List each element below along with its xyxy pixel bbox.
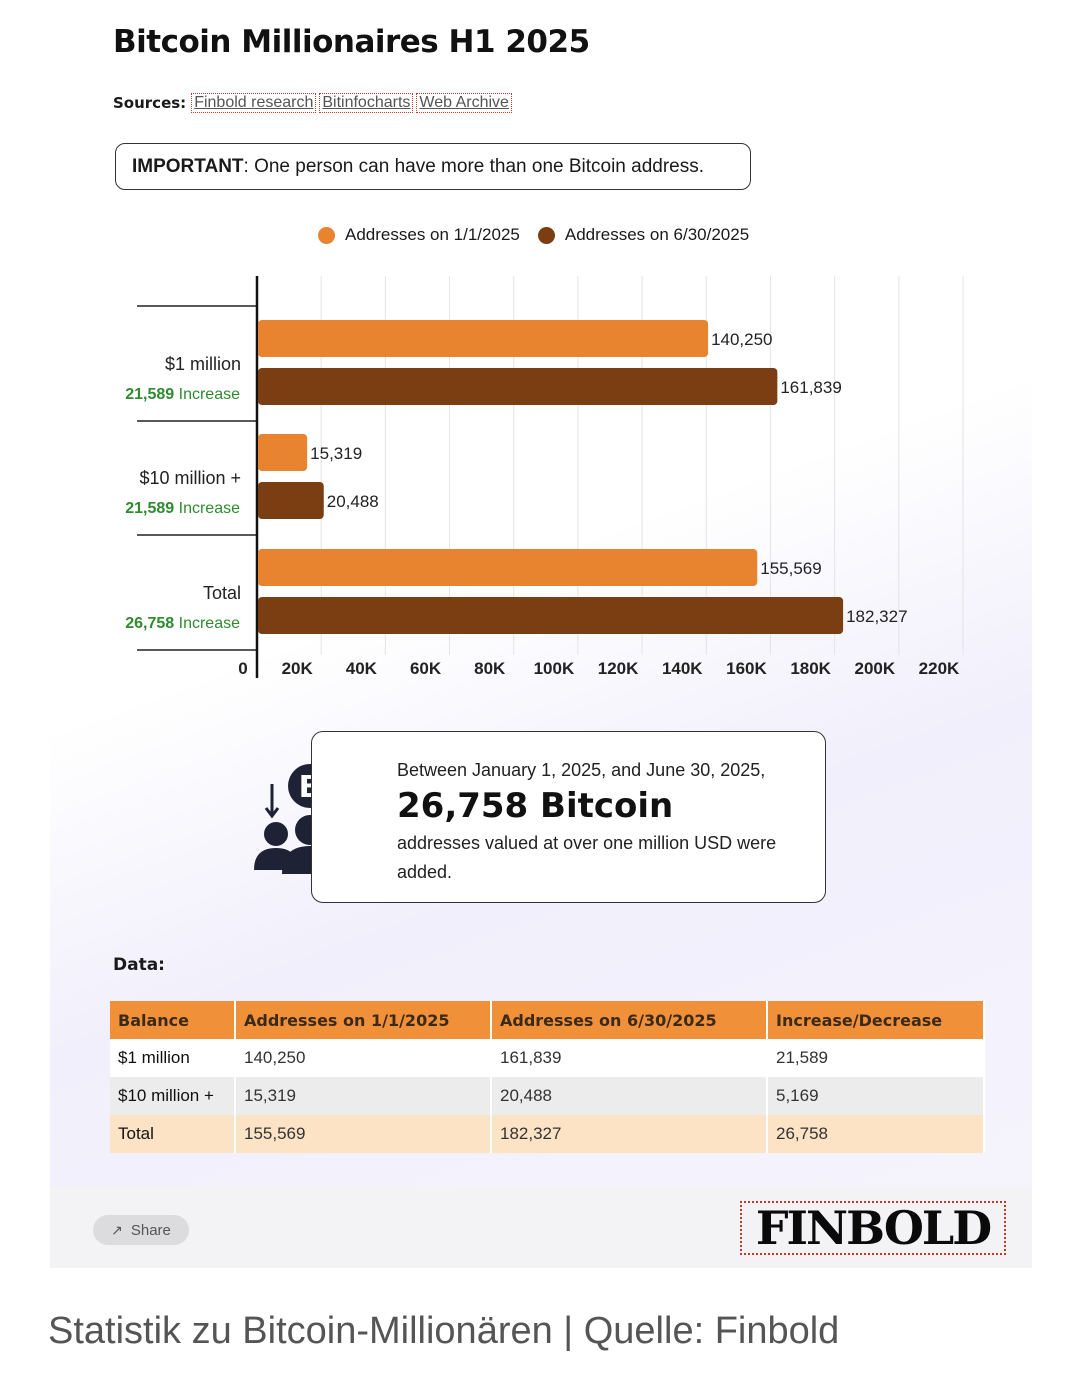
- important-text: : One person can have more than one Bitc…: [243, 155, 705, 177]
- x-tick-label: 140K: [662, 659, 703, 678]
- callout-intro: Between January 1, 2025, and June 30, 20…: [397, 760, 766, 780]
- table-cell: $1 million: [110, 1039, 236, 1077]
- table-cell: 155,569: [235, 1115, 492, 1153]
- category-increase-note: 21,589 Increase: [125, 500, 240, 517]
- table-cell: 21,589: [767, 1039, 985, 1077]
- bar-jun: [258, 482, 324, 519]
- table-header-cell: Addresses on 6/30/2025: [491, 1001, 768, 1039]
- table-header-row: Balance Addresses on 1/1/2025 Addresses …: [110, 1001, 985, 1039]
- x-tick-label: 200K: [854, 659, 895, 678]
- table-cell: 5,169: [767, 1077, 985, 1115]
- category-increase-note: 26,758 Increase: [125, 615, 240, 632]
- table-header-cell: Increase/Decrease: [767, 1001, 985, 1039]
- x-tick-label: 220K: [919, 659, 960, 678]
- source-link-finbold[interactable]: Finbold research: [191, 93, 317, 113]
- table-header-cell: Addresses on 1/1/2025: [235, 1001, 492, 1039]
- callout-detail: addresses valued at over one million USD…: [397, 833, 777, 882]
- callout-headline: 26,758 Bitcoin: [397, 786, 674, 826]
- table-cell: $10 million +: [110, 1077, 236, 1115]
- x-tick-label: 20K: [282, 659, 314, 678]
- legend-dot-series1: [318, 226, 335, 244]
- table-cell: 26,758: [767, 1115, 985, 1153]
- bar-data-label: 182,327: [846, 607, 907, 626]
- x-tick-label: 120K: [598, 659, 639, 678]
- table-cell: Total: [110, 1115, 236, 1153]
- table-row: $1 million 140,250 161,839 21,589: [110, 1039, 985, 1077]
- table-cell: 15,319: [235, 1077, 492, 1115]
- important-note: IMPORTANT : One person can have more tha…: [115, 143, 751, 190]
- x-tick-label: 40K: [346, 659, 378, 678]
- bar-data-label: 140,250: [711, 330, 772, 349]
- legend-label-series2: Addresses on 6/30/2025: [564, 225, 750, 244]
- category-label: $10 million +: [139, 468, 241, 488]
- bar-jan: [258, 549, 758, 586]
- table-cell: 161,839: [491, 1039, 768, 1077]
- finbold-logo[interactable]: FINBOLD: [740, 1201, 1006, 1255]
- bar-data-label: 161,839: [780, 378, 841, 397]
- bar-jun: [258, 597, 844, 634]
- category-label: Total: [203, 583, 241, 603]
- bar-jan: [258, 320, 709, 357]
- category-label: $1 million: [165, 354, 241, 374]
- share-button[interactable]: ↗ Share: [93, 1215, 189, 1245]
- bar-jan: [258, 434, 308, 471]
- table-header-cell: Balance: [110, 1001, 236, 1039]
- share-label: Share: [130, 1221, 171, 1239]
- bar-chart: 140,250 161,839 $1 million 21,589 Increase 1…: [125, 276, 964, 678]
- data-heading: Data:: [113, 955, 165, 975]
- sources-label: Sources:: [113, 94, 187, 112]
- legend-item-series2: Addresses on 6/30/2025: [537, 225, 750, 245]
- sources-line: Sources: Finbold research Bitinfocharts …: [113, 93, 512, 113]
- legend-label-series1: Addresses on 1/1/2025: [345, 225, 520, 244]
- x-tick-label: 100K: [534, 659, 575, 678]
- table-cell: 20,488: [491, 1077, 768, 1115]
- legend-dot-series2: [537, 226, 555, 244]
- x-tick-label: 60K: [410, 659, 442, 678]
- share-icon: ↗: [111, 1221, 123, 1238]
- table-cell: 140,250: [235, 1039, 492, 1077]
- summary-callout: Between January 1, 2025, and June 30, 20…: [311, 731, 826, 903]
- image-caption: Statistik zu Bitcoin-Millionären | Quell…: [48, 1310, 840, 1352]
- x-tick-label: 0: [238, 659, 247, 678]
- chart-legend: Addresses on 1/1/2025 Addresses on 6/30/…: [318, 225, 767, 245]
- table-cell: 182,327: [491, 1115, 768, 1153]
- important-label: IMPORTANT: [132, 155, 244, 177]
- bar-data-label: 155,569: [760, 559, 821, 578]
- table-row: $10 million + 15,319 20,488 5,169: [110, 1077, 985, 1115]
- bar-jun: [258, 368, 778, 405]
- table-row: Total 155,569 182,327 26,758: [110, 1115, 985, 1153]
- x-tick-label: 160K: [726, 659, 767, 678]
- bar-data-label: 20,488: [327, 492, 379, 511]
- x-tick-label: 80K: [474, 659, 506, 678]
- bar-data-label: 15,319: [310, 444, 362, 463]
- page-title: Bitcoin Millionaires H1 2025: [113, 24, 590, 60]
- source-link-bitinfocharts[interactable]: Bitinfocharts: [319, 93, 414, 113]
- x-tick-label: 180K: [790, 659, 831, 678]
- source-link-web-archive[interactable]: Web Archive: [416, 93, 512, 113]
- category-increase-note: 21,589 Increase: [125, 386, 240, 403]
- legend-item-series1: Addresses on 1/1/2025: [318, 225, 520, 245]
- data-table: Balance Addresses on 1/1/2025 Addresses …: [110, 1001, 985, 1153]
